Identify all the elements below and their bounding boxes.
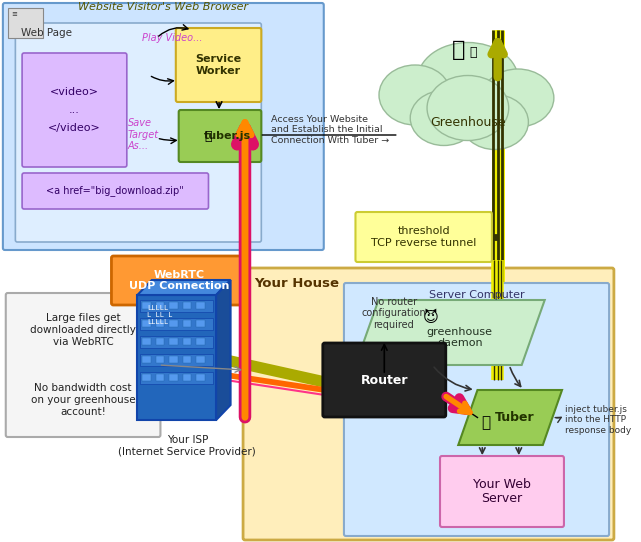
Polygon shape (216, 280, 231, 420)
Text: Large files get
downloaded directly
via WebRTC: Large files get downloaded directly via … (30, 313, 136, 346)
FancyBboxPatch shape (356, 212, 492, 262)
Bar (142, 338, 151, 345)
Ellipse shape (379, 65, 451, 125)
Bar (140, 372, 213, 384)
FancyBboxPatch shape (176, 28, 262, 102)
FancyBboxPatch shape (440, 456, 564, 527)
Ellipse shape (461, 94, 528, 150)
Text: <video>: <video> (50, 87, 99, 97)
FancyBboxPatch shape (344, 283, 609, 536)
Ellipse shape (417, 42, 519, 118)
Text: Server Computer: Server Computer (429, 290, 524, 300)
Ellipse shape (427, 75, 509, 140)
Text: Web Page: Web Page (21, 28, 72, 38)
Text: Your House: Your House (254, 277, 340, 290)
Bar (169, 302, 178, 309)
Bar (183, 320, 191, 327)
Text: 🚀: 🚀 (481, 415, 491, 430)
Text: ≡: ≡ (12, 11, 17, 31)
Bar (169, 374, 178, 381)
FancyBboxPatch shape (3, 3, 324, 250)
Text: 🏠: 🏠 (451, 40, 465, 60)
FancyBboxPatch shape (323, 343, 445, 417)
Bar (142, 302, 151, 309)
Text: WebRTC
UDP Connection: WebRTC UDP Connection (129, 270, 229, 291)
Bar (156, 320, 164, 327)
Text: greenhouse
daemon: greenhouse daemon (427, 327, 493, 349)
Text: Greenhouse: Greenhouse (430, 115, 506, 128)
Text: Tuber: Tuber (495, 411, 535, 424)
Bar (156, 338, 164, 345)
Text: inject tuber.js
into the HTTP
response body: inject tuber.js into the HTTP response b… (565, 405, 631, 435)
Bar (142, 374, 151, 381)
FancyBboxPatch shape (22, 173, 208, 209)
Bar (140, 336, 213, 348)
Bar (196, 302, 204, 309)
Text: LLLLL
L LL L
LLLLL: LLLLL L LL L LLLLL (147, 305, 172, 325)
Text: threshold
TCP reverse tunnel: threshold TCP reverse tunnel (371, 226, 476, 248)
Text: </video>: </video> (48, 123, 101, 133)
Bar (196, 338, 204, 345)
Text: ...: ... (69, 105, 80, 115)
Text: Access Your Website
and Establish the Initial
Connection With Tuber →: Access Your Website and Establish the In… (271, 115, 389, 145)
Text: No bandwidth cost
on your greenhouse
account!: No bandwidth cost on your greenhouse acc… (31, 383, 135, 417)
Polygon shape (356, 300, 545, 365)
Text: Play Video...: Play Video... (142, 33, 203, 43)
Bar (183, 356, 191, 363)
Text: <a href="big_download.zip": <a href="big_download.zip" (46, 185, 184, 196)
Text: Service
Worker: Service Worker (196, 54, 242, 76)
Text: 😈: 😈 (423, 310, 439, 325)
Bar (137, 295, 216, 420)
FancyBboxPatch shape (243, 268, 614, 540)
FancyBboxPatch shape (15, 23, 262, 242)
Polygon shape (458, 390, 562, 445)
FancyBboxPatch shape (6, 293, 160, 437)
Ellipse shape (482, 69, 554, 127)
Bar (169, 320, 178, 327)
Text: No router
configuration
required: No router configuration required (362, 297, 426, 330)
Bar (156, 302, 164, 309)
Bar (156, 374, 164, 381)
Bar (140, 300, 213, 312)
Bar (196, 374, 204, 381)
FancyBboxPatch shape (112, 256, 247, 305)
Bar (196, 320, 204, 327)
Text: Your ISP
(Internet Service Provider): Your ISP (Internet Service Provider) (119, 435, 256, 456)
Bar (140, 354, 213, 366)
Text: Your Web
Server: Your Web Server (473, 478, 531, 506)
Bar (8, 8, 43, 38)
Text: Save
Target
As...: Save Target As... (128, 118, 159, 151)
Bar (156, 356, 164, 363)
Text: Router: Router (360, 373, 408, 386)
Bar (142, 356, 151, 363)
Polygon shape (137, 280, 231, 295)
FancyBboxPatch shape (22, 53, 127, 167)
Text: 🌿: 🌿 (469, 46, 476, 59)
Text: Website Visitor's Web Browser: Website Visitor's Web Browser (78, 2, 248, 12)
Text: 🚀: 🚀 (204, 130, 212, 143)
FancyBboxPatch shape (179, 110, 262, 162)
Ellipse shape (410, 91, 478, 145)
Bar (183, 374, 191, 381)
Bar (142, 320, 151, 327)
Bar (169, 356, 178, 363)
Bar (183, 302, 191, 309)
Bar (169, 338, 178, 345)
Bar (140, 318, 213, 330)
Bar (183, 338, 191, 345)
Bar (196, 356, 204, 363)
Text: tuber.js: tuber.js (204, 131, 251, 141)
